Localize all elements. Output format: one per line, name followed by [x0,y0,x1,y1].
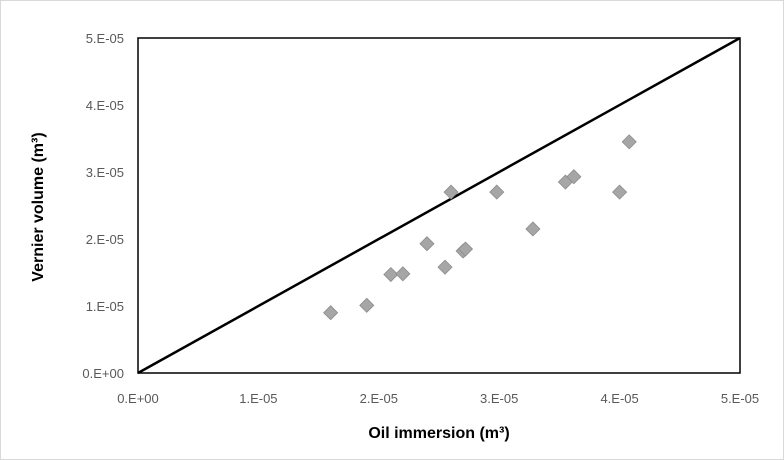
x-tick-label: 0.E+00 [117,391,159,406]
reference-line [137,36,741,375]
y-tick-label: 2.E-05 [86,232,124,247]
y-tick-label: 3.E-05 [86,165,124,180]
y-tick-label: 0.E+00 [82,366,124,381]
x-tick-label: 4.E-05 [600,391,638,406]
data-point [419,236,435,252]
data-point [489,184,505,200]
data-point [525,221,541,237]
x-tick-label: 5.E-05 [721,391,759,406]
x-axis-title: Oil immersion (m³) [368,425,509,442]
data-point [621,134,637,150]
x-tick-label: 1.E-05 [239,391,277,406]
x-tick-label: 2.E-05 [360,391,398,406]
x-tick-label: 3.E-05 [480,391,518,406]
data-point [395,266,411,282]
data-point [383,266,399,283]
y-tick-label: 5.E-05 [86,31,124,46]
data-point [359,297,375,313]
y-tick-label: 1.E-05 [86,299,124,314]
plot-area-frame [137,37,741,374]
y-axis-title: Vernier volume (m³) [30,132,47,281]
data-point [443,184,459,200]
data-point [566,169,582,185]
data-point [612,184,628,200]
y-tick-label: 4.E-05 [86,98,124,113]
data-point [457,241,474,257]
data-point [437,259,453,275]
data-point [323,305,339,321]
